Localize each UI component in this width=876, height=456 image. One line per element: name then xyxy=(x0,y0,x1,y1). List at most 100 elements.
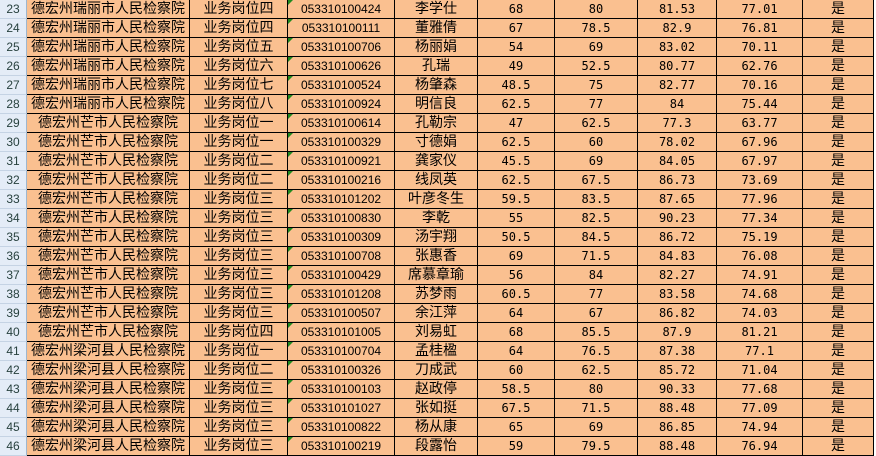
cell-org[interactable]: 德宏州瑞丽市人民检察院 xyxy=(27,95,190,114)
cell-total[interactable]: 77.34 xyxy=(717,209,803,228)
row-header[interactable]: 44 xyxy=(0,399,27,418)
row-header[interactable]: 31 xyxy=(0,152,27,171)
row-header[interactable]: 43 xyxy=(0,380,27,399)
cell-total[interactable]: 81.21 xyxy=(717,323,803,342)
cell-pass[interactable]: 是 xyxy=(803,38,874,57)
cell-total[interactable]: 75.44 xyxy=(717,95,803,114)
cell-id[interactable]: 053310100429 xyxy=(288,266,395,285)
cell-post[interactable]: 业务岗位一 xyxy=(190,342,288,361)
cell-s1[interactable]: 62.5 xyxy=(478,171,555,190)
cell-id[interactable]: 053310100830 xyxy=(288,209,395,228)
cell-post[interactable]: 业务岗位六 xyxy=(190,57,288,76)
cell-s1[interactable]: 67.5 xyxy=(478,399,555,418)
cell-name[interactable]: 叶彦冬生 xyxy=(395,190,478,209)
cell-s1[interactable]: 58.5 xyxy=(478,380,555,399)
cell-id[interactable]: 053310100216 xyxy=(288,171,395,190)
cell-pass[interactable]: 是 xyxy=(803,209,874,228)
cell-org[interactable]: 德宏州梁河县人民检察院 xyxy=(27,399,190,418)
cell-s3[interactable]: 87.65 xyxy=(638,190,717,209)
cell-pass[interactable]: 是 xyxy=(803,76,874,95)
cell-s1[interactable]: 64 xyxy=(478,304,555,323)
cell-s1[interactable]: 67 xyxy=(478,19,555,38)
cell-s2[interactable]: 80 xyxy=(555,0,638,19)
cell-org[interactable]: 德宏州芒市人民检察院 xyxy=(27,114,190,133)
cell-org[interactable]: 德宏州瑞丽市人民检察院 xyxy=(27,57,190,76)
cell-s3[interactable]: 87.9 xyxy=(638,323,717,342)
cell-s2[interactable]: 82.5 xyxy=(555,209,638,228)
cell-org[interactable]: 德宏州梁河县人民检察院 xyxy=(27,418,190,437)
cell-post[interactable]: 业务岗位四 xyxy=(190,19,288,38)
cell-name[interactable]: 杨丽娟 xyxy=(395,38,478,57)
cell-s3[interactable]: 86.82 xyxy=(638,304,717,323)
cell-org[interactable]: 德宏州瑞丽市人民检察院 xyxy=(27,0,190,19)
cell-post[interactable]: 业务岗位三 xyxy=(190,209,288,228)
cell-name[interactable]: 孔瑞 xyxy=(395,57,478,76)
cell-post[interactable]: 业务岗位四 xyxy=(190,323,288,342)
cell-post[interactable]: 业务岗位四 xyxy=(190,0,288,19)
cell-s2[interactable]: 78.5 xyxy=(555,19,638,38)
cell-org[interactable]: 德宏州梁河县人民检察院 xyxy=(27,342,190,361)
cell-id[interactable]: 053310100309 xyxy=(288,228,395,247)
row-header[interactable]: 34 xyxy=(0,209,27,228)
cell-s2[interactable]: 83.5 xyxy=(555,190,638,209)
row-header[interactable]: 26 xyxy=(0,57,27,76)
cell-s1[interactable]: 68 xyxy=(478,323,555,342)
cell-total[interactable]: 77.68 xyxy=(717,380,803,399)
row-header[interactable]: 37 xyxy=(0,266,27,285)
cell-total[interactable]: 75.19 xyxy=(717,228,803,247)
cell-id[interactable]: 053310101027 xyxy=(288,399,395,418)
cell-pass[interactable]: 是 xyxy=(803,323,874,342)
cell-org[interactable]: 德宏州芒市人民检察院 xyxy=(27,171,190,190)
cell-pass[interactable]: 是 xyxy=(803,0,874,19)
cell-total[interactable]: 62.76 xyxy=(717,57,803,76)
cell-s2[interactable]: 79.5 xyxy=(555,437,638,456)
cell-id[interactable]: 053310100326 xyxy=(288,361,395,380)
cell-id[interactable]: 053310100103 xyxy=(288,380,395,399)
cell-post[interactable]: 业务岗位三 xyxy=(190,399,288,418)
cell-pass[interactable]: 是 xyxy=(803,114,874,133)
row-header[interactable]: 23 xyxy=(0,0,27,19)
cell-post[interactable]: 业务岗位八 xyxy=(190,95,288,114)
cell-s1[interactable]: 62.5 xyxy=(478,133,555,152)
cell-total[interactable]: 76.94 xyxy=(717,437,803,456)
cell-post[interactable]: 业务岗位二 xyxy=(190,152,288,171)
row-header[interactable]: 29 xyxy=(0,114,27,133)
cell-name[interactable]: 明信良 xyxy=(395,95,478,114)
cell-name[interactable]: 赵政停 xyxy=(395,380,478,399)
cell-id[interactable]: 053310101208 xyxy=(288,285,395,304)
row-header[interactable]: 42 xyxy=(0,361,27,380)
cell-s2[interactable]: 69 xyxy=(555,152,638,171)
cell-post[interactable]: 业务岗位二 xyxy=(190,171,288,190)
row-header[interactable]: 35 xyxy=(0,228,27,247)
cell-s1[interactable]: 69 xyxy=(478,247,555,266)
cell-s2[interactable]: 71.5 xyxy=(555,247,638,266)
cell-s2[interactable]: 62.5 xyxy=(555,114,638,133)
cell-name[interactable]: 张惠香 xyxy=(395,247,478,266)
cell-id[interactable]: 053310100704 xyxy=(288,342,395,361)
cell-pass[interactable]: 是 xyxy=(803,152,874,171)
cell-id[interactable]: 053310100329 xyxy=(288,133,395,152)
row-header[interactable]: 41 xyxy=(0,342,27,361)
cell-org[interactable]: 德宏州芒市人民检察院 xyxy=(27,209,190,228)
cell-total[interactable]: 77.1 xyxy=(717,342,803,361)
row-header[interactable]: 24 xyxy=(0,19,27,38)
cell-name[interactable]: 汤宇翔 xyxy=(395,228,478,247)
cell-s1[interactable]: 65 xyxy=(478,418,555,437)
cell-org[interactable]: 德宏州芒市人民检察院 xyxy=(27,304,190,323)
cell-s2[interactable]: 84 xyxy=(555,266,638,285)
cell-total[interactable]: 76.81 xyxy=(717,19,803,38)
cell-pass[interactable]: 是 xyxy=(803,342,874,361)
cell-post[interactable]: 业务岗位一 xyxy=(190,114,288,133)
cell-s1[interactable]: 48.5 xyxy=(478,76,555,95)
cell-s2[interactable]: 80 xyxy=(555,380,638,399)
cell-total[interactable]: 74.91 xyxy=(717,266,803,285)
cell-total[interactable]: 77.01 xyxy=(717,0,803,19)
cell-org[interactable]: 德宏州芒市人民检察院 xyxy=(27,190,190,209)
cell-s2[interactable]: 67.5 xyxy=(555,171,638,190)
cell-org[interactable]: 德宏州芒市人民检察院 xyxy=(27,247,190,266)
cell-name[interactable]: 刘易虹 xyxy=(395,323,478,342)
cell-id[interactable]: 053310100706 xyxy=(288,38,395,57)
cell-s1[interactable]: 56 xyxy=(478,266,555,285)
cell-name[interactable]: 杨肇森 xyxy=(395,76,478,95)
row-header[interactable]: 30 xyxy=(0,133,27,152)
